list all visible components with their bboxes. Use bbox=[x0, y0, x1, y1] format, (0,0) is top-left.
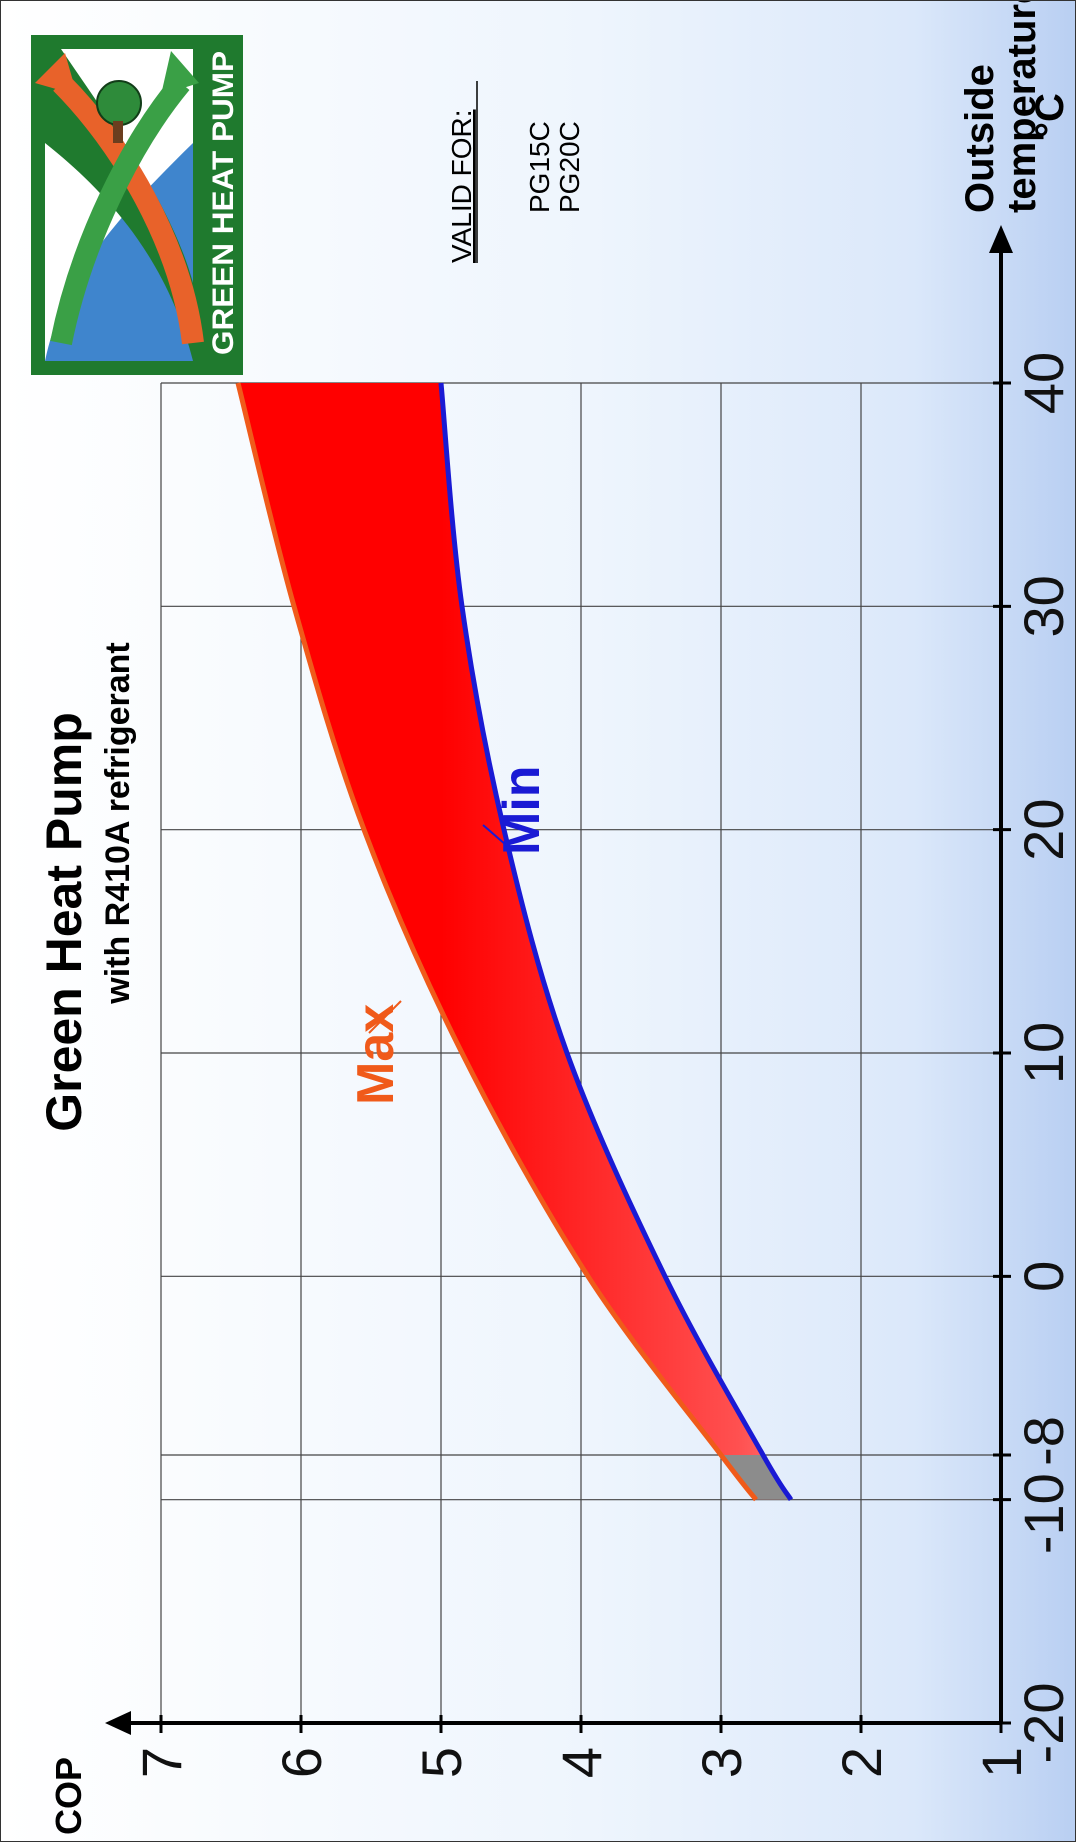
x-tick-label: 30 bbox=[1012, 575, 1075, 637]
axes bbox=[105, 225, 1013, 1735]
x-tick-label: 20 bbox=[1012, 799, 1075, 861]
green-heat-pump-logo: GREEN HEAT PUMP bbox=[31, 35, 243, 375]
x-tick-label: 0 bbox=[1012, 1261, 1075, 1292]
series-label-max: Max bbox=[347, 1004, 405, 1105]
logo-text: GREEN HEAT PUMP bbox=[207, 51, 240, 355]
chart-title: Green Heat Pump bbox=[36, 712, 92, 1132]
x-axis-title-line1: Outside bbox=[958, 64, 1002, 213]
x-axis-unit: °C bbox=[1028, 93, 1072, 138]
valid-for-model-1: PG15C bbox=[524, 121, 555, 213]
defrost-zone-fill bbox=[721, 1455, 791, 1500]
x-tick-label: -8 bbox=[1012, 1416, 1075, 1466]
series-line-max bbox=[235, 382, 758, 1502]
chart-subtitle: with R410A refrigerant bbox=[99, 642, 137, 1005]
x-axis-arrow bbox=[989, 225, 1013, 253]
max-leader-line bbox=[368, 1000, 402, 1034]
cop-band bbox=[235, 382, 794, 1502]
series-line-min bbox=[438, 382, 794, 1502]
x-tick-label: -10 bbox=[1012, 1473, 1075, 1554]
y-axis-arrow bbox=[105, 1711, 131, 1735]
series-label-min: Min bbox=[493, 765, 551, 855]
x-tick-label: -20 bbox=[1012, 1683, 1075, 1764]
valid-for-label: VALID FOR: bbox=[446, 109, 477, 263]
y-tick-label: 2 bbox=[830, 1747, 893, 1778]
tick-labels: -20 -10 -8 0 10 20 30 40 1 2 3 4 5 6 7 bbox=[130, 352, 1075, 1778]
y-tick-label: 6 bbox=[270, 1747, 333, 1778]
y-tick-label: 3 bbox=[690, 1747, 753, 1778]
x-axis-title-line2: temperature bbox=[1000, 1, 1044, 213]
valid-for-model-2: PG20C bbox=[554, 121, 585, 213]
cop-range-fill bbox=[238, 383, 791, 1500]
y-tick-label: 7 bbox=[130, 1747, 193, 1778]
x-tick-label: 40 bbox=[1012, 352, 1075, 414]
y-tick-label: 4 bbox=[550, 1747, 613, 1778]
y-tick-label: 5 bbox=[410, 1747, 473, 1778]
y-axis-title: COP bbox=[48, 1757, 89, 1835]
min-leader-line bbox=[482, 824, 514, 852]
y-tick-label: 1 bbox=[970, 1747, 1033, 1778]
x-tick-label: 10 bbox=[1012, 1022, 1075, 1084]
